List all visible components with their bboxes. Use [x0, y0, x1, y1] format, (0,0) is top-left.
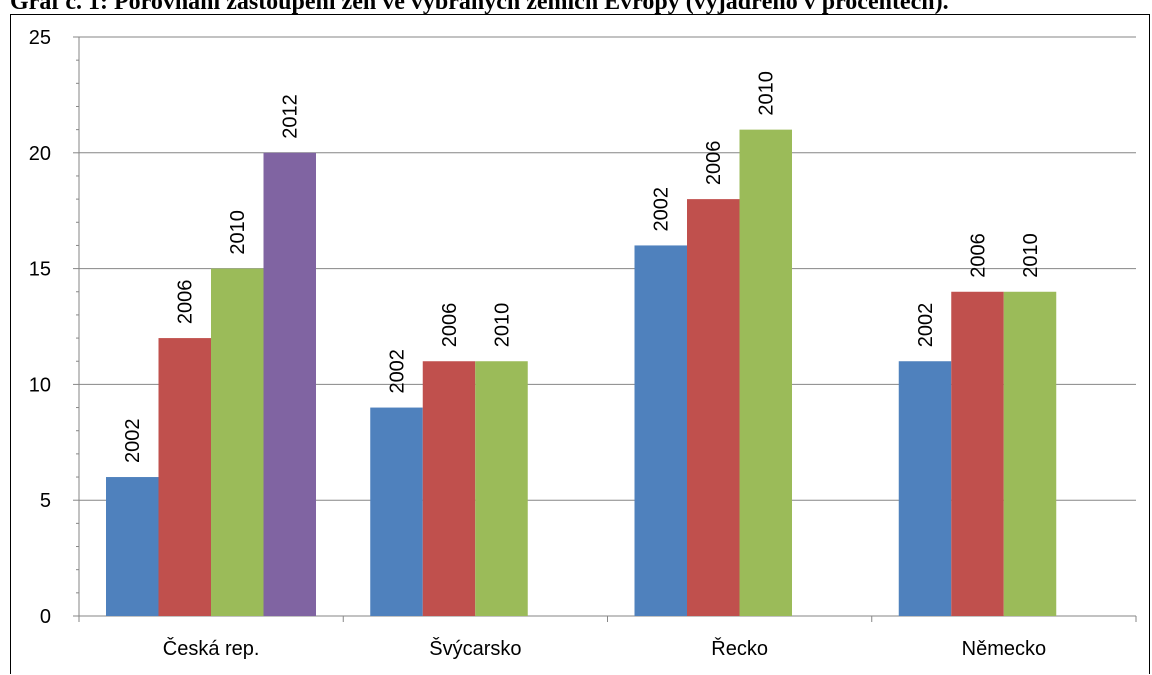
y-tick-label: 10 [29, 374, 51, 396]
bar [898, 361, 952, 616]
bar [739, 129, 792, 616]
data-label: 2006 [439, 303, 461, 348]
chart-title: Graf č. 1: Porovnání zastoupení žen ve v… [10, 0, 949, 15]
data-label: 2010 [227, 210, 249, 255]
x-category-label: Německo [962, 638, 1046, 660]
bar [422, 361, 476, 616]
data-label: 2006 [703, 141, 725, 186]
bar [951, 291, 1004, 616]
bar [370, 407, 423, 616]
bar [158, 338, 211, 616]
bar [687, 199, 740, 616]
bar [634, 245, 687, 616]
y-tick-label: 5 [40, 490, 51, 512]
x-category-label: Česká rep. [163, 637, 260, 660]
bar [475, 361, 528, 616]
data-label: 2012 [280, 94, 302, 139]
data-label: 2010 [492, 303, 514, 348]
x-category-label: Švýcarsko [429, 637, 521, 660]
data-label: 2010 [756, 71, 778, 116]
chart-frame [10, 14, 1150, 674]
data-label: 2002 [122, 419, 144, 464]
bar [1003, 291, 1057, 616]
y-tick-label: 15 [29, 259, 51, 281]
y-tick-label: 0 [40, 606, 51, 628]
y-tick-label: 25 [29, 27, 51, 49]
y-tick-label: 20 [29, 143, 51, 165]
data-label: 2006 [968, 233, 990, 278]
x-category-label: Řecko [711, 637, 768, 660]
bar [263, 152, 316, 617]
data-label: 2002 [387, 349, 409, 394]
bar [106, 477, 159, 616]
data-label: 2010 [1020, 233, 1042, 278]
bar [211, 268, 264, 616]
data-label: 2002 [915, 303, 937, 348]
data-label: 2002 [651, 187, 673, 232]
data-label: 2006 [175, 280, 197, 325]
